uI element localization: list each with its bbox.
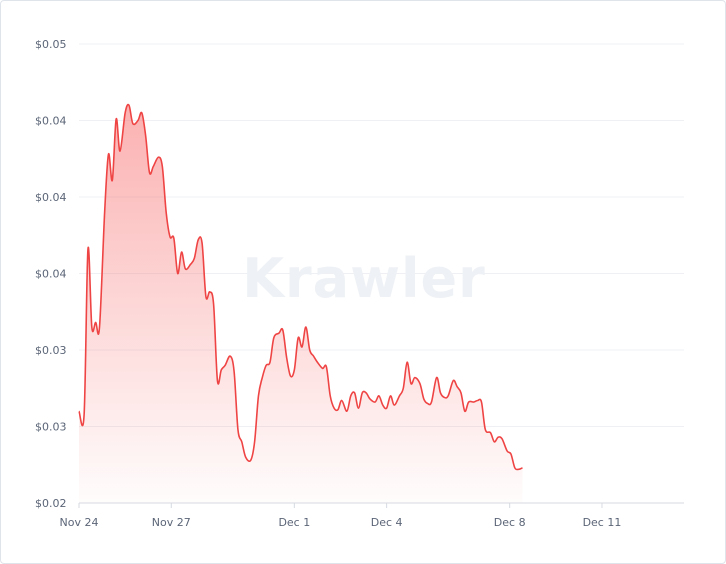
y-tick-label: $0.04 xyxy=(35,115,67,128)
y-tick-label: $0.03 xyxy=(35,344,67,357)
x-tick-label: Dec 4 xyxy=(371,516,403,529)
x-axis-ticks: Nov 24 Nov 27 Dec 1 Dec 4 Dec 8 Dec 11 xyxy=(60,503,622,529)
y-tick-label: $0.02 xyxy=(35,497,67,510)
x-tick-label: Dec 8 xyxy=(494,516,526,529)
x-tick-label: Nov 24 xyxy=(60,516,99,529)
watermark: Krawler xyxy=(242,247,486,310)
y-tick-label: $0.03 xyxy=(35,421,67,434)
y-tick-label: $0.04 xyxy=(35,191,67,204)
y-tick-label: $0.05 xyxy=(35,38,67,51)
series-layer xyxy=(78,103,523,503)
y-tick-label: $0.04 xyxy=(35,268,67,281)
series-line xyxy=(78,103,523,471)
x-tick-label: Dec 11 xyxy=(583,516,622,529)
y-axis-ticks: $0.05 $0.04 $0.04 $0.04 $0.03 $0.03 $0.02 xyxy=(35,38,67,510)
x-tick-label: Dec 1 xyxy=(278,516,310,529)
series-area xyxy=(79,104,523,503)
x-tick-label: Nov 27 xyxy=(152,516,191,529)
